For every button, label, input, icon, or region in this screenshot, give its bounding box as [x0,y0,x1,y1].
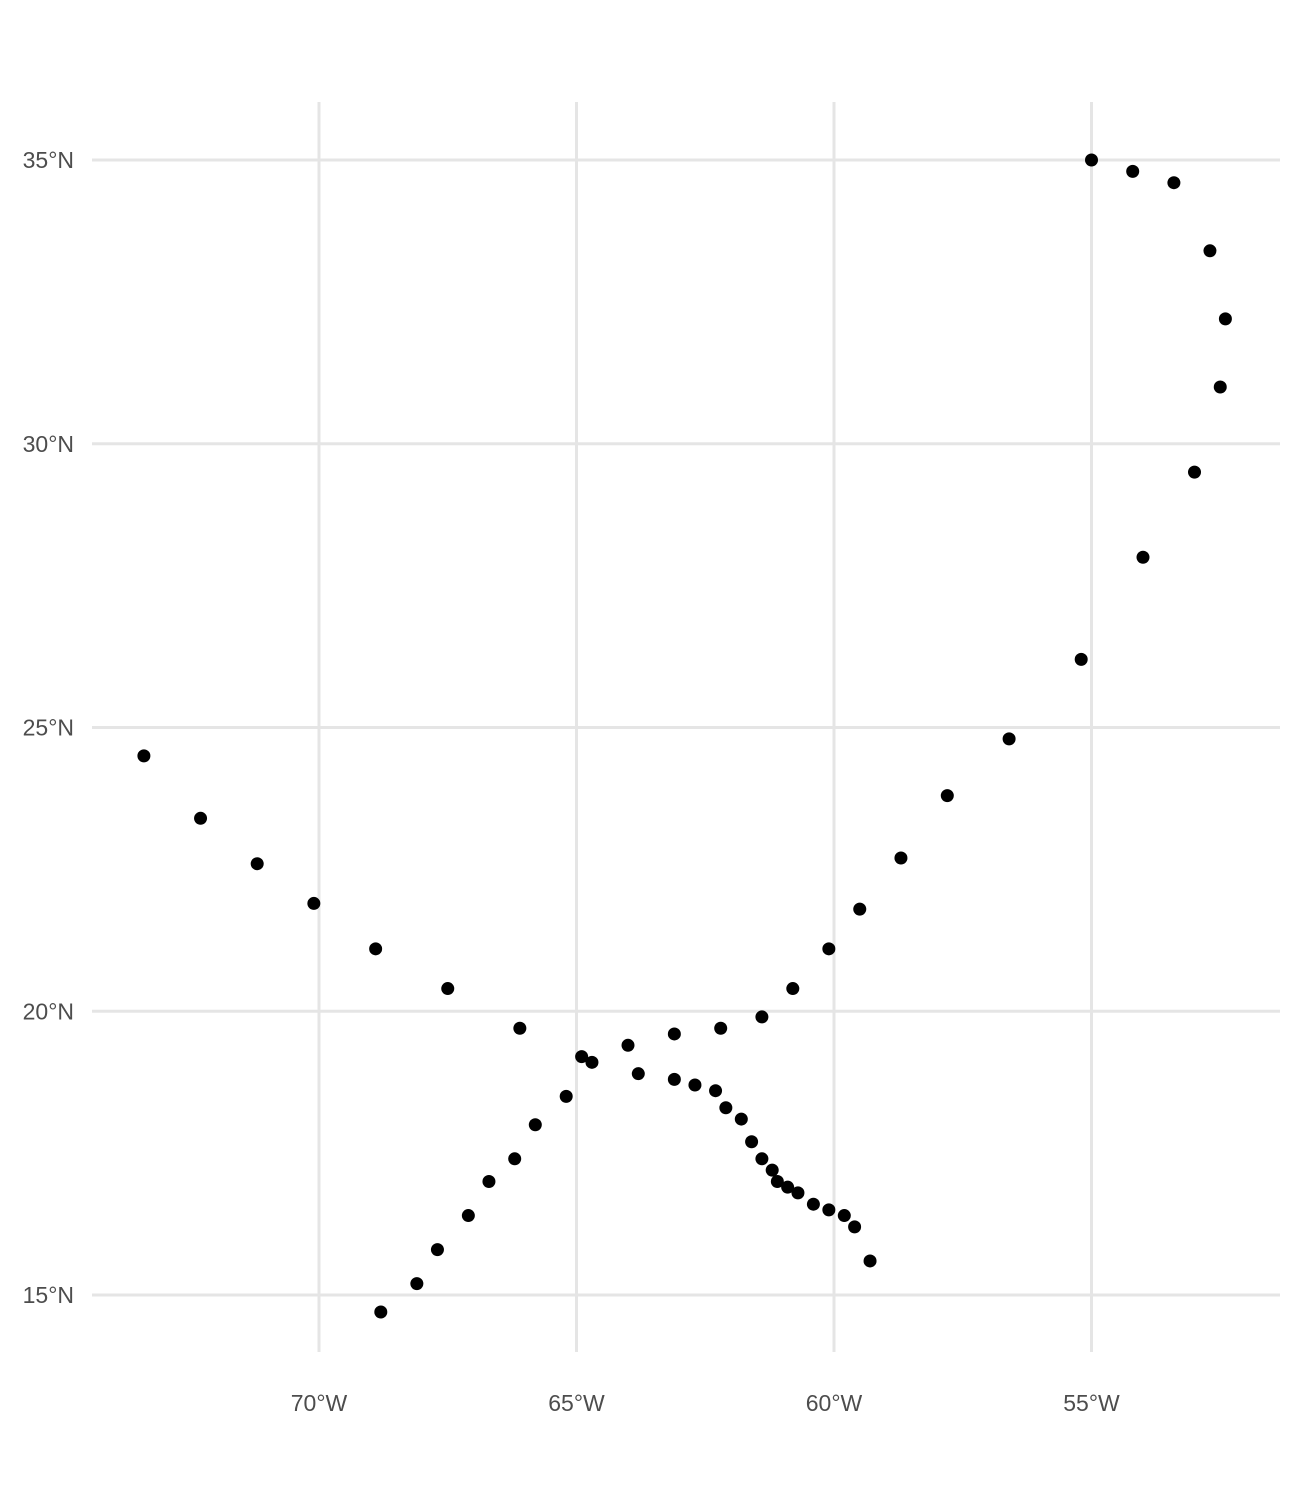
data-point [848,1220,862,1234]
y-tick-label: 30°N [23,431,74,457]
data-point [688,1078,702,1092]
data-point [745,1135,759,1149]
data-point [755,1152,769,1166]
data-point [410,1277,424,1291]
data-point [894,851,908,865]
data-point [853,902,867,916]
data-point [1136,550,1150,564]
data-point [765,1163,779,1177]
data-point [441,982,455,996]
data-point [621,1038,635,1052]
data-point [1188,465,1201,479]
y-tick-label: 25°N [23,715,74,741]
data-point [786,982,800,996]
data-point [528,1118,542,1132]
data-point [822,942,836,956]
data-point [631,1067,645,1081]
data-point [307,896,321,910]
data-point [482,1175,496,1188]
data-point [1074,652,1088,666]
data-point [1203,244,1217,258]
x-tick-label: 55°W [1063,1390,1120,1416]
data-point [430,1243,444,1257]
data-point [667,1072,681,1086]
data-point [585,1055,599,1069]
data-point [791,1186,805,1200]
data-point [1213,380,1227,394]
x-tick-label: 65°W [548,1390,605,1416]
data-point [863,1254,877,1268]
data-point [575,1050,589,1064]
data-points [137,153,1232,1319]
y-tick-label: 15°N [23,1282,74,1308]
data-point [940,789,954,803]
data-point [194,811,208,825]
data-point [837,1209,851,1223]
data-point [781,1180,795,1194]
data-point [559,1089,573,1103]
grid [92,102,1280,1352]
data-point [513,1021,527,1035]
data-point [1218,312,1232,326]
data-point [714,1021,728,1035]
data-point [734,1112,748,1126]
data-point [137,749,151,763]
y-axis-tick-labels: 35°N 30°N 25°N 20°N 15°N [23,147,74,1308]
data-point [719,1101,733,1115]
data-point [755,1010,769,1024]
data-point [806,1197,820,1211]
data-point [822,1203,836,1217]
data-point [1126,164,1140,178]
data-point [1002,732,1016,746]
data-point [250,857,264,871]
data-point [1167,176,1181,190]
data-point [770,1175,784,1188]
data-point [508,1152,522,1166]
x-axis-tick-labels: 70°W 65°W 60°W 55°W [291,1390,1120,1416]
data-point [374,1305,388,1319]
data-point [709,1084,723,1098]
y-tick-label: 20°N [23,998,74,1024]
data-point [369,942,383,956]
data-point [1085,153,1098,167]
data-point [667,1027,681,1041]
x-tick-label: 60°W [806,1390,863,1416]
y-tick-label: 35°N [23,147,74,173]
x-tick-label: 70°W [291,1390,348,1416]
data-point [461,1209,475,1223]
